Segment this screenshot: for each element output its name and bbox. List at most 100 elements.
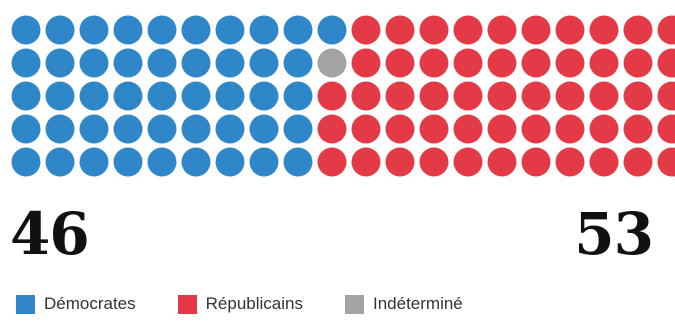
- seat-republicains: [453, 48, 483, 78]
- seat-republicains: [487, 114, 517, 144]
- seat-republicains: [657, 48, 675, 78]
- seat-democrates: [45, 114, 75, 144]
- seat-democrates: [45, 15, 75, 45]
- seat-democrates: [45, 81, 75, 111]
- seat-republicains: [419, 15, 449, 45]
- seat-democrates: [283, 81, 313, 111]
- seat-republicains: [317, 81, 347, 111]
- seat-republicains: [555, 81, 585, 111]
- seat-democrates: [215, 15, 245, 45]
- seat-republicains: [623, 15, 653, 45]
- legend: Démocrates Républicains Indéterminé: [16, 294, 505, 314]
- seat-democrates: [215, 48, 245, 78]
- seat-republicains: [453, 15, 483, 45]
- seat-republicains: [657, 81, 675, 111]
- seat-democrates: [147, 15, 177, 45]
- seat-republicains: [351, 114, 381, 144]
- seat-democrates: [283, 114, 313, 144]
- seat-democrates: [45, 48, 75, 78]
- seat-republicains: [385, 81, 415, 111]
- seat-republicains: [317, 147, 347, 177]
- seat-democrates: [11, 48, 41, 78]
- seat-democrates: [11, 81, 41, 111]
- seat-republicains: [419, 147, 449, 177]
- legend-swatch-democrats: [16, 294, 35, 314]
- seat-democrates: [181, 15, 211, 45]
- legend-item-republicans: Républicains: [177, 294, 303, 314]
- seat-republicains: [487, 81, 517, 111]
- seat-democrates: [147, 81, 177, 111]
- seat-republicains: [589, 48, 619, 78]
- seat-democrates: [249, 48, 279, 78]
- seat-democrates: [79, 114, 109, 144]
- seat-republicains: [419, 81, 449, 111]
- seat-democrates: [113, 114, 143, 144]
- seat-republicains: [589, 114, 619, 144]
- seat-republicains: [623, 48, 653, 78]
- seat-republicains: [385, 48, 415, 78]
- seat-republicains: [351, 147, 381, 177]
- seat-democrates: [113, 81, 143, 111]
- seat-republicains: [487, 48, 517, 78]
- seat-republicains: [623, 114, 653, 144]
- seat-democrates: [79, 15, 109, 45]
- seat-republicains: [589, 15, 619, 45]
- seat-republicains: [521, 147, 551, 177]
- seat-democrates: [113, 147, 143, 177]
- seat-republicains: [317, 114, 347, 144]
- seat-democrates: [215, 81, 245, 111]
- seat-democrates: [215, 147, 245, 177]
- seat-democrates: [11, 114, 41, 144]
- legend-item-undecided: Indéterminé: [344, 294, 463, 314]
- seat-republicains: [453, 147, 483, 177]
- legend-label-undecided: Indéterminé: [372, 294, 463, 313]
- seat-republicains: [351, 48, 381, 78]
- seat-republicains: [521, 114, 551, 144]
- legend-swatch-undecided: [344, 294, 364, 314]
- seat-democrates: [181, 147, 211, 177]
- seat-democrates: [11, 15, 41, 45]
- seat-republicains: [623, 81, 653, 111]
- seat-democrates: [249, 147, 279, 177]
- legend-item-democrats: Démocrates: [16, 294, 136, 314]
- seat-republicains: [521, 48, 551, 78]
- seat-democrates: [215, 114, 245, 144]
- seat-democrates: [249, 81, 279, 111]
- seat-democrates: [79, 147, 109, 177]
- seat-democrates: [79, 48, 109, 78]
- seat-republicains: [453, 114, 483, 144]
- republican-total: 53: [574, 200, 654, 268]
- seat-republicains: [351, 15, 381, 45]
- seat-democrates: [45, 147, 75, 177]
- seat-republicains: [419, 114, 449, 144]
- seat-republicains: [623, 147, 653, 177]
- seat-democrates: [11, 147, 41, 177]
- seat-democrates: [147, 48, 177, 78]
- seat-republicains: [521, 81, 551, 111]
- seat-republicains: [385, 15, 415, 45]
- seat-democrates: [283, 48, 313, 78]
- seat-republicains: [555, 147, 585, 177]
- democrat-total: 46: [10, 200, 90, 268]
- seat-republicains: [657, 15, 675, 45]
- seat-democrates: [113, 15, 143, 45]
- seat-chart: [11, 15, 675, 177]
- seat-democrates: [181, 48, 211, 78]
- seat-republicains: [487, 15, 517, 45]
- seat-democrates: [79, 81, 109, 111]
- seat-democrates: [317, 15, 347, 45]
- seat-democrates: [147, 147, 177, 177]
- seat-republicains: [487, 147, 517, 177]
- seat-republicains: [385, 147, 415, 177]
- seat-democrates: [181, 114, 211, 144]
- seat-democrates: [283, 15, 313, 45]
- seat-democrates: [147, 114, 177, 144]
- seat-republicains: [385, 114, 415, 144]
- seat-republicains: [657, 147, 675, 177]
- seat-democrates: [249, 15, 279, 45]
- seat-republicains: [657, 114, 675, 144]
- seat-democrates: [113, 48, 143, 78]
- seat-republicains: [453, 81, 483, 111]
- seat-democrates: [283, 147, 313, 177]
- seat-republicains: [555, 48, 585, 78]
